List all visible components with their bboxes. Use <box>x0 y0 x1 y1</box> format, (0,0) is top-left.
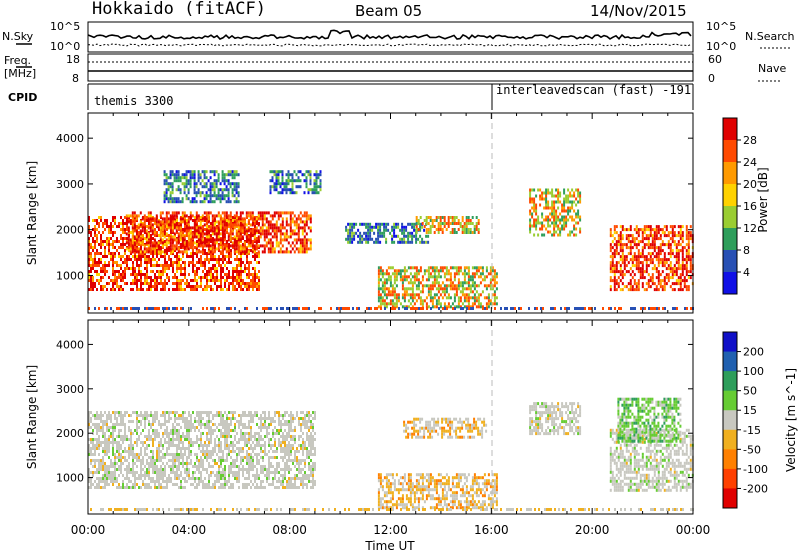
velocity-cbar-label: Velocity [m s^-1] <box>784 368 798 472</box>
cpid-panel: CPID themis 3300 interleavedscan (fast) … <box>8 83 694 110</box>
noise-tick-right-top: 10^5 <box>706 20 736 33</box>
noise-tick-right-bottom: 10^0 <box>706 40 736 53</box>
y-tick-label: 4000 <box>56 338 84 351</box>
colorbar-tick-label: 200 <box>743 346 764 359</box>
colorbar-tick-label: -50 <box>743 443 761 456</box>
colorbar-swatch <box>723 390 737 411</box>
noise-tick-left-top: 10^5 <box>50 20 80 33</box>
colorbar-swatch <box>723 272 737 295</box>
y-tick-label: 4000 <box>56 132 84 145</box>
colorbar-tick-label: -200 <box>743 482 768 495</box>
colorbar-swatch <box>723 371 737 392</box>
colorbar-swatch <box>723 206 737 229</box>
colorbar-tick-label: 4 <box>743 266 750 279</box>
colorbar-swatch <box>723 140 737 163</box>
x-tick-label: 16:00 <box>474 523 509 537</box>
x-tick-label: 08:00 <box>272 523 307 537</box>
cpid-label: CPID <box>8 91 37 104</box>
colorbar-tick-label: 12 <box>743 222 757 235</box>
colorbar-swatch <box>723 118 737 141</box>
colorbar-tick-label: 100 <box>743 365 764 378</box>
colorbar-swatch <box>723 332 737 353</box>
cpid-segment-1: themis 3300 <box>94 94 173 108</box>
colorbar-tick-label: 20 <box>743 178 757 191</box>
freq-tick-top: 18 <box>66 53 80 66</box>
time-axis-title: Time UT <box>364 539 415 553</box>
noise-panel: N.Sky N.Search 10^5 10^0 10^5 10^0 <box>2 20 795 53</box>
y-tick-label: 1000 <box>56 269 84 282</box>
beam-label: Beam 05 <box>355 2 422 20</box>
colorbar-swatch <box>723 162 737 185</box>
freq-tick-bottom: 8 <box>72 72 79 85</box>
colorbar-swatch <box>723 228 737 251</box>
freq-label: Freq. <box>4 54 31 67</box>
colorbar-tick-label: -15 <box>743 424 761 437</box>
velocity-colorbar: 200 100 50 15 -15 -50 -100 -200 Velocity [m s^-… <box>722 331 798 509</box>
station-title: Hokkaido (fitACF) <box>92 0 266 19</box>
time-axis: 00:00 04:00 08:00 12:00 16:00 20:00 00:00 <box>71 523 711 537</box>
nsky-label: N.Sky <box>2 30 34 43</box>
velocity-echo-cells <box>88 397 694 511</box>
freq-unit: [MHz] <box>4 67 36 80</box>
y-tick-label: 2000 <box>56 427 84 440</box>
date-label: 14/Nov/2015 <box>590 2 687 20</box>
x-tick-label: 00:00 <box>71 523 106 537</box>
colorbar-tick-label: 50 <box>743 385 757 398</box>
x-tick-label: 00:00 <box>676 523 711 537</box>
nsearch-label: N.Search <box>745 30 795 43</box>
x-tick-label: 12:00 <box>373 523 408 537</box>
noise-search-line <box>88 43 692 47</box>
x-tick-label: 20:00 <box>575 523 610 537</box>
freq-panel: Freq. [MHz] 18 8 60 0 Nave <box>4 53 786 85</box>
noise-tick-left-bottom: 10^0 <box>50 40 80 53</box>
colorbar-swatch <box>723 468 737 489</box>
colorbar-swatch <box>723 184 737 207</box>
colorbar-tick-label: 16 <box>743 200 757 213</box>
colorbar-tick-label: -100 <box>743 463 768 476</box>
y-tick-label: 1000 <box>56 472 84 485</box>
power-colorbar: 28 24 20 16 12 8 4 Power [dB] <box>722 117 770 295</box>
y-tick-label: 3000 <box>56 178 84 191</box>
velocity-panel: 1000 2000 3000 4000 Slant Range [km] <box>25 319 694 515</box>
colorbar-swatch <box>723 351 737 372</box>
colorbar-tick-label: 15 <box>743 404 757 417</box>
colorbar-tick-label: 24 <box>743 156 757 169</box>
cpid-segment-2: interleavedscan (fast) -191 <box>496 83 691 97</box>
velocity-ylabel: Slant Range [km] <box>25 365 39 469</box>
colorbar-swatch <box>723 429 737 450</box>
noise-sky-line <box>87 29 692 41</box>
colorbar-swatch <box>723 410 737 431</box>
colorbar-tick-label: 8 <box>743 244 750 257</box>
power-panel: 1000 2000 3000 4000 Slant Range [km] <box>25 112 694 314</box>
nave-label: Nave <box>758 62 786 75</box>
colorbar-swatch <box>723 250 737 273</box>
nave-tick-top: 60 <box>708 53 722 66</box>
colorbar-tick-label: 28 <box>743 134 757 147</box>
y-tick-label: 2000 <box>56 224 84 237</box>
x-tick-label: 04:00 <box>172 523 207 537</box>
colorbar-swatch <box>723 488 737 509</box>
nave-tick-bottom: 0 <box>708 72 715 85</box>
power-cbar-label: Power [dB] <box>756 167 770 232</box>
colorbar-swatch <box>723 449 737 470</box>
y-tick-label: 3000 <box>56 383 84 396</box>
power-ylabel: Slant Range [km] <box>25 161 39 265</box>
